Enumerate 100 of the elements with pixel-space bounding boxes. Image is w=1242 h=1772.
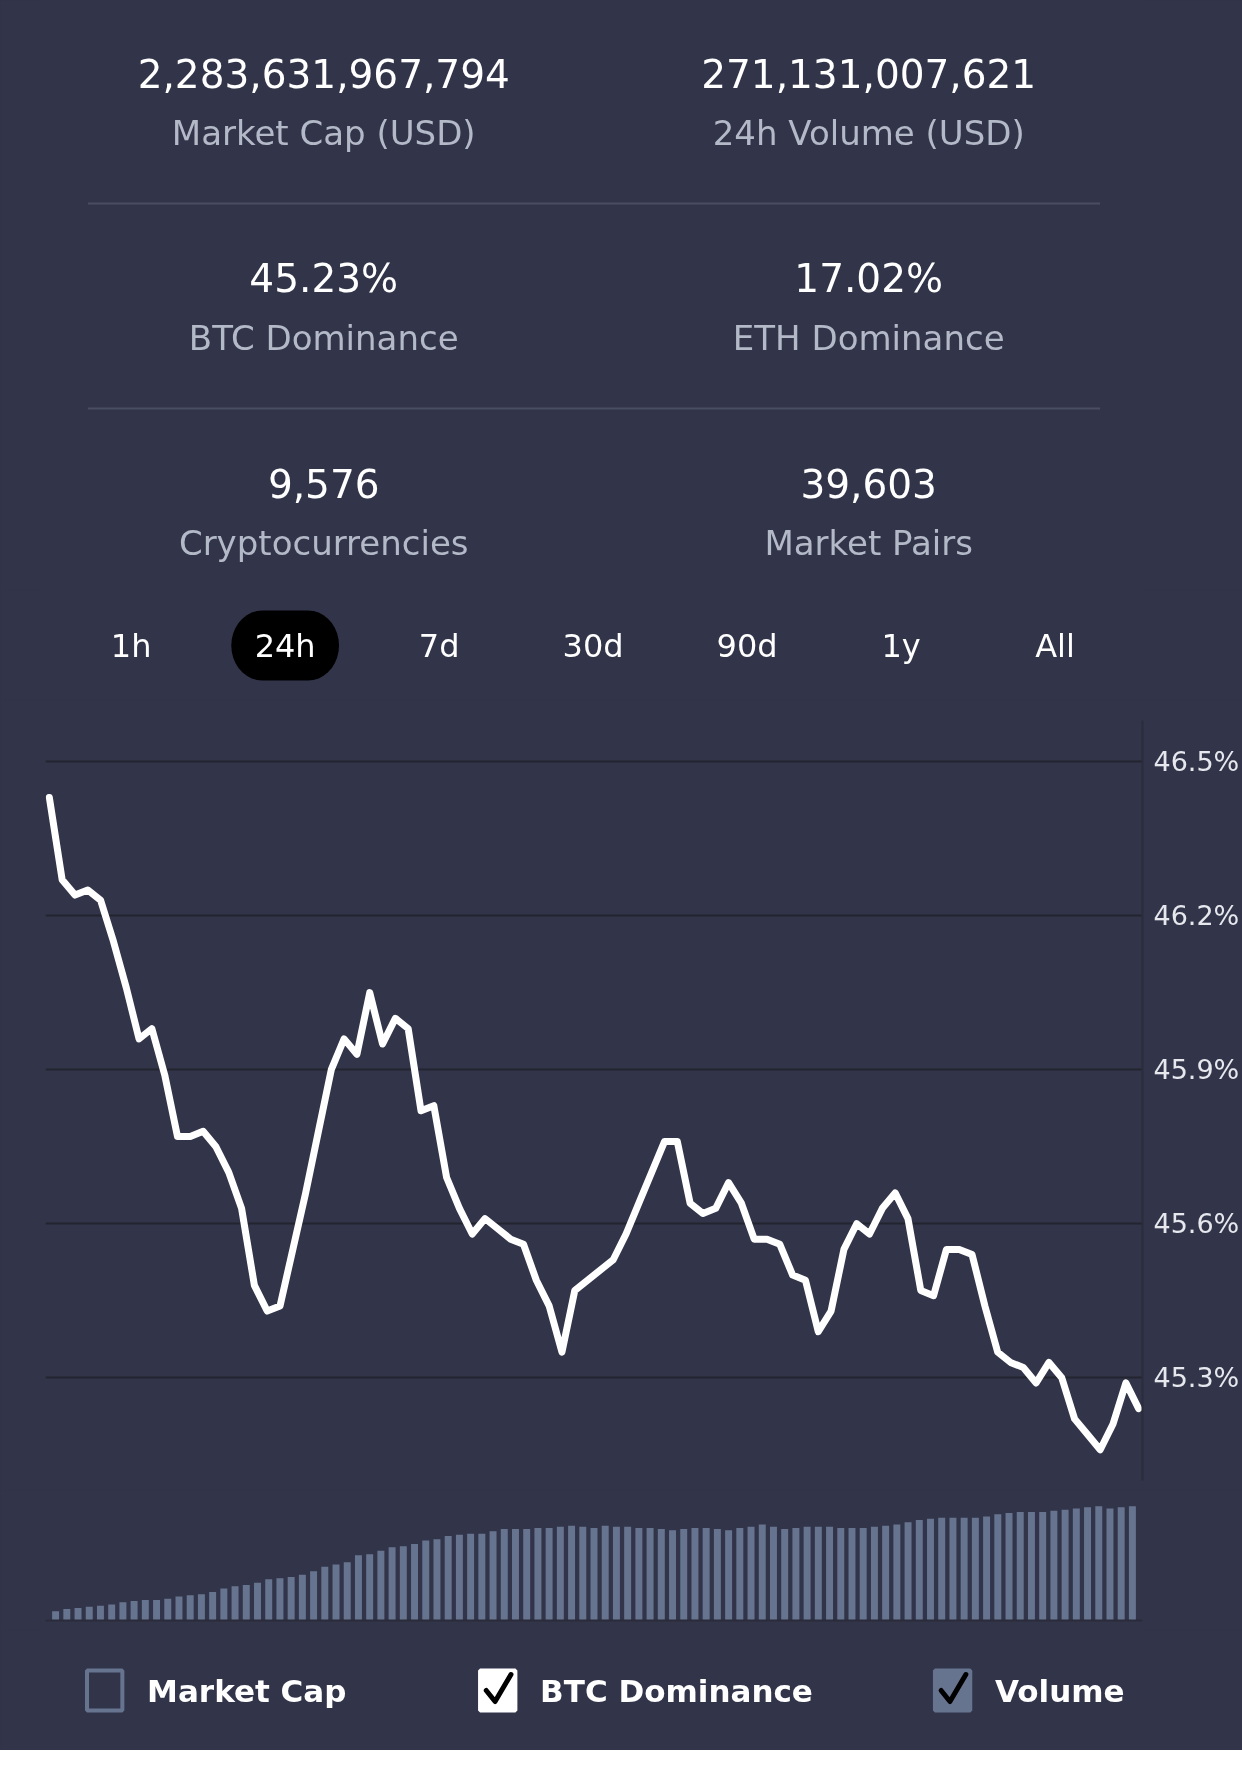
category-label: 30d [562, 626, 624, 665]
bar [826, 1526, 834, 1621]
bar [287, 1577, 295, 1621]
bar [1106, 1508, 1114, 1621]
category-label: 24h [254, 626, 316, 665]
bar [927, 1518, 934, 1621]
bar [197, 1594, 205, 1621]
bar [568, 1525, 576, 1621]
bar [411, 1543, 419, 1621]
bar [601, 1525, 609, 1621]
bar [612, 1526, 620, 1621]
bar [792, 1527, 800, 1621]
bar [276, 1578, 284, 1621]
bar [63, 1609, 71, 1621]
y-tick-label: 45.3% [1153, 1362, 1240, 1394]
bar [624, 1526, 632, 1621]
bar [343, 1562, 351, 1621]
bar [837, 1527, 845, 1621]
category-label: Market Cap [147, 1672, 347, 1709]
bar [85, 1606, 93, 1621]
bar [478, 1533, 486, 1621]
text: 271,131,007,621 [701, 52, 1037, 97]
bar [321, 1566, 329, 1621]
bar [388, 1547, 396, 1621]
bar [882, 1525, 890, 1621]
bar [130, 1601, 138, 1621]
bar [545, 1527, 553, 1621]
category-label: BTC Dominance [540, 1672, 813, 1709]
bar [680, 1529, 688, 1621]
bar [500, 1529, 508, 1621]
bar [579, 1526, 587, 1621]
category-label: 90d [716, 626, 778, 665]
bar [209, 1591, 217, 1621]
bar [635, 1527, 643, 1621]
bar [915, 1519, 923, 1621]
bar [1050, 1510, 1058, 1621]
bar [433, 1539, 441, 1621]
text: 17.02% [794, 256, 944, 301]
y-tick-label: 46.5% [1153, 746, 1240, 778]
bar [859, 1527, 867, 1621]
bar [220, 1588, 228, 1621]
bar [52, 1611, 60, 1621]
bar [960, 1517, 968, 1621]
bar [949, 1517, 957, 1621]
bar [153, 1599, 161, 1621]
bar [781, 1529, 789, 1621]
bar [1095, 1506, 1103, 1621]
bar [1128, 1506, 1136, 1621]
bar [713, 1529, 721, 1621]
bar [523, 1529, 531, 1621]
text: 2,283,631,967,794 [137, 52, 510, 97]
category-label: 7d [418, 626, 460, 665]
bar [893, 1524, 901, 1621]
bar [769, 1526, 777, 1621]
bar [736, 1527, 744, 1621]
text: Market Pairs [764, 522, 974, 563]
text: Cryptocurrencies [178, 522, 469, 563]
bar [186, 1595, 194, 1621]
bar [366, 1554, 374, 1621]
bar [814, 1526, 822, 1621]
y-tick-label: 45.9% [1153, 1054, 1240, 1086]
bar [1084, 1507, 1092, 1621]
text: 24h Volume (USD) [712, 112, 1025, 153]
bar [534, 1527, 542, 1621]
bar [657, 1529, 665, 1621]
text: 39,603 [800, 462, 937, 507]
bar [870, 1526, 878, 1621]
bar [399, 1546, 407, 1621]
text: 45.23% [249, 256, 399, 301]
bar [1039, 1511, 1047, 1621]
bar [298, 1574, 306, 1621]
bar [164, 1598, 172, 1621]
text: ETH Dominance [732, 317, 1005, 358]
bar [691, 1527, 699, 1621]
bar [1061, 1509, 1069, 1621]
bar [938, 1517, 946, 1621]
bar [725, 1530, 733, 1621]
bar [254, 1582, 261, 1621]
category-label: All [1035, 626, 1075, 665]
bar [354, 1555, 362, 1621]
bar [971, 1517, 979, 1621]
text: 9,576 [267, 462, 380, 507]
bar [141, 1599, 149, 1621]
bar [422, 1540, 430, 1621]
bar [231, 1586, 239, 1621]
bar [646, 1527, 654, 1621]
bar [556, 1526, 564, 1621]
bar [758, 1524, 766, 1621]
bar [669, 1530, 676, 1621]
text: BTC Dominance [188, 317, 459, 358]
bar [904, 1522, 912, 1621]
bar [74, 1607, 82, 1621]
bar [747, 1526, 755, 1621]
y-tick-label: 45.6% [1153, 1208, 1240, 1240]
bar [1117, 1507, 1125, 1621]
bar [702, 1527, 710, 1621]
bar [1072, 1508, 1080, 1621]
bar [444, 1535, 452, 1621]
bar [455, 1534, 463, 1621]
bar [1016, 1511, 1024, 1621]
